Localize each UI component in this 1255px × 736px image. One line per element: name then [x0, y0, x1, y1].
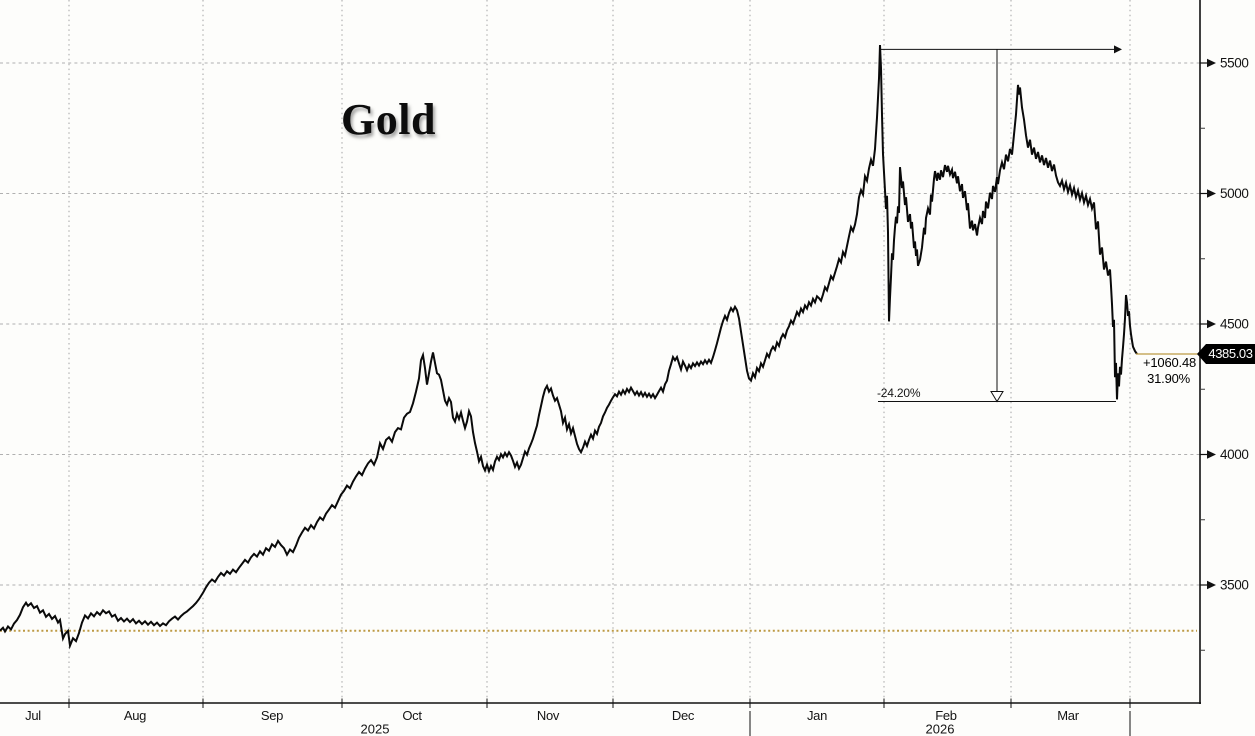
y-tick-label: 3500: [1220, 578, 1248, 593]
x-month-label: Oct: [402, 708, 422, 723]
price-tag-arrow-icon: [1197, 344, 1206, 364]
drawdown-down-arrow-icon: [990, 391, 1004, 403]
x-month-label: Nov: [537, 708, 560, 723]
change-percent-label: 31.90%: [1147, 371, 1190, 386]
y-tick-label: 5000: [1220, 186, 1248, 201]
y-tick-label: 4000: [1220, 447, 1248, 462]
y-tick-label: 5500: [1220, 56, 1248, 71]
y-tick-arrow-icon: [1207, 580, 1216, 590]
x-year-label: 2026: [926, 722, 955, 736]
y-tick-label: 4500: [1220, 317, 1248, 332]
drawdown-right-arrow-icon: [1114, 45, 1122, 54]
x-month-label: Mar: [1057, 708, 1079, 723]
y-tick-arrow-icon: [1207, 319, 1216, 329]
x-year-label: 2025: [361, 722, 390, 736]
change-absolute-label: +1060.48: [1143, 355, 1196, 370]
y-tick-arrow-icon: [1207, 58, 1216, 68]
x-month-label: Sep: [261, 708, 283, 723]
x-month-label: Aug: [124, 708, 146, 723]
price-line: [0, 44, 1138, 650]
x-month-label: Feb: [935, 708, 957, 723]
last-price-tag: 4385.03: [1197, 344, 1255, 364]
price-tag-value: 4385.03: [1206, 344, 1255, 364]
y-tick-arrow-icon: [1207, 450, 1216, 459]
x-month-label: Jul: [25, 708, 41, 723]
y-tick-arrow-icon: [1207, 189, 1216, 198]
x-month-label: Jan: [807, 708, 827, 723]
drawdown-annotation-label: -24.20%: [877, 386, 921, 400]
chart-title: Gold: [341, 95, 436, 144]
x-month-label: Dec: [672, 708, 695, 723]
